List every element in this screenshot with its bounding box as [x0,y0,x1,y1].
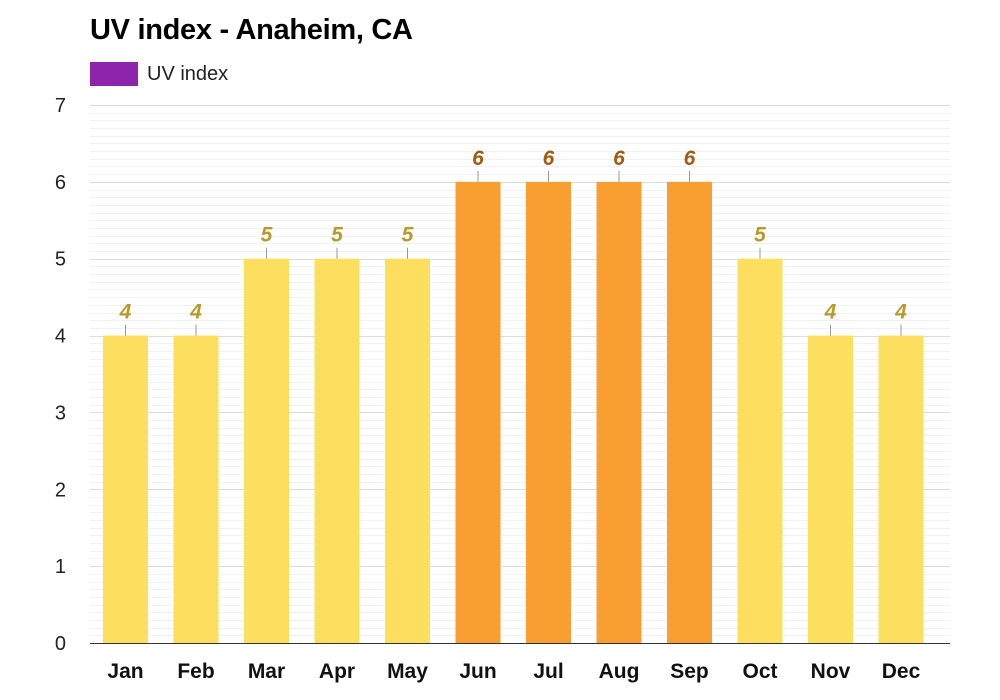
x-tick-label-dec: Dec [882,660,921,683]
x-tick-label-jul: Jul [533,660,563,683]
bar-oct [737,258,783,643]
x-tick-label-jan: Jan [107,660,143,683]
x-tick-label-sep: Sep [670,660,709,683]
y-tick-label: 2 [55,479,66,501]
bars [103,181,924,643]
data-label-jan: 4 [119,301,132,324]
bar-sep [667,181,712,643]
bar-dec [878,335,924,643]
axes: 0 1 2 3 4 5 6 7 Jan Feb Mar Apr May Jun Jul Aug Sep Oct No… [55,95,950,683]
data-label-apr: 5 [331,224,343,247]
y-tick-label: 7 [55,95,66,117]
data-label-oct: 5 [754,224,766,247]
bar-may [385,258,430,643]
data-label-may: 5 [402,224,414,247]
bar-aug [596,181,642,643]
x-tick-label-oct: Oct [742,660,777,683]
data-label-sep: 6 [684,147,696,170]
bar-nov [808,335,853,643]
y-tick-label: 6 [55,172,66,194]
bar-mar [244,258,289,643]
bar-jun [455,181,501,643]
y-tick-label: 1 [55,556,66,578]
y-tick-label: 5 [55,249,66,271]
data-label-feb: 4 [189,301,202,324]
x-tick-label-nov: Nov [811,660,851,683]
data-label-nov: 4 [824,301,837,324]
bar-feb [173,335,219,643]
x-tick-label-feb: Feb [177,660,214,683]
data-labels: 4 4 5 5 5 6 6 6 6 5 4 4 [119,147,907,336]
data-label-jul: 6 [543,147,555,170]
bar-jan [103,335,148,643]
legend-swatch-uv-index [90,62,138,86]
x-tick-label-may: May [387,660,428,683]
x-tick-label-jun: Jun [459,660,496,683]
grid-lines [90,105,950,636]
bar-jul [526,181,571,643]
data-label-aug: 6 [613,147,625,170]
chart-title: UV index - Anaheim, CA [90,14,413,46]
y-tick-label: 0 [55,633,66,655]
legend-label-uv-index: UV index [147,62,229,85]
bar-apr [314,258,360,643]
y-tick-label: 3 [55,402,66,424]
data-label-dec: 4 [894,301,907,324]
legend: UV index [90,62,228,86]
data-label-jun: 6 [472,147,484,170]
x-tick-label-apr: Apr [319,660,355,683]
y-tick-label: 4 [55,326,66,348]
data-label-mar: 5 [261,224,273,247]
x-tick-label-mar: Mar [248,660,285,683]
x-tick-label-aug: Aug [599,660,640,683]
